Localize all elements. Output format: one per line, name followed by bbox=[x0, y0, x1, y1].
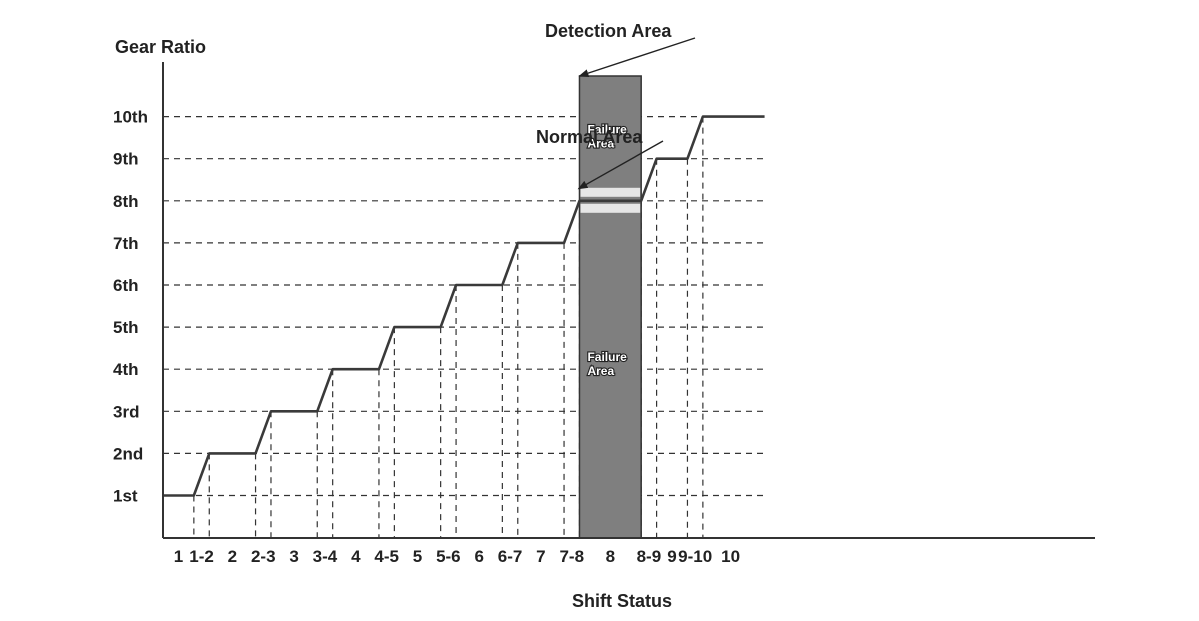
x-tick-3-4: 3-4 bbox=[313, 547, 338, 566]
normal-area-band-lower bbox=[580, 203, 641, 213]
x-tick-9-10: 9-10 bbox=[678, 547, 712, 566]
failure-area-label-word: Failure bbox=[587, 350, 627, 364]
x-tick-10: 10 bbox=[721, 547, 740, 566]
y-tick-9th: 9th bbox=[113, 150, 139, 169]
x-tick-2-3: 2-3 bbox=[251, 547, 276, 566]
normal-area-annotation: Normal Area bbox=[536, 127, 643, 147]
x-tick-6-7: 6-7 bbox=[498, 547, 523, 566]
x-tick-8-9: 8-9 bbox=[637, 547, 662, 566]
y-axis-label: Gear Ratio bbox=[115, 37, 206, 57]
normal-area-arrow bbox=[577, 140, 664, 190]
x-tick-4: 4 bbox=[351, 547, 361, 566]
failure-area-label-2: Failure Area bbox=[587, 350, 627, 378]
x-tick-4-5: 4-5 bbox=[374, 547, 399, 566]
detection-area-rect bbox=[578, 75, 642, 539]
normal-area-band-upper bbox=[580, 187, 641, 197]
failure-area-label-word: Area bbox=[587, 364, 614, 378]
gear-ratio-line bbox=[163, 115, 765, 497]
y-tick-2nd: 2nd bbox=[113, 444, 143, 463]
x-tick-7: 7 bbox=[536, 547, 545, 566]
failure-area-label-1: Failure Area bbox=[587, 122, 627, 150]
horizontal-gridlines bbox=[163, 115, 765, 497]
x-tick-9: 9 bbox=[667, 547, 676, 566]
y-tick-8th: 8th bbox=[113, 192, 139, 211]
x-axis-label: Shift Status bbox=[572, 591, 672, 611]
y-tick-5th: 5th bbox=[113, 318, 139, 337]
x-tick-labels: 1 1-2 2 2-3 3 3-4 4 4-5 5 5-6 6 6-7 7 7-8 8 8-9 9 9-10 10 bbox=[174, 547, 740, 566]
x-tick-6: 6 bbox=[474, 547, 483, 566]
failure-area-label-word: Area bbox=[587, 136, 614, 150]
x-tick-5: 5 bbox=[413, 547, 422, 566]
gear-ratio-series bbox=[163, 115, 765, 497]
x-tick-2: 2 bbox=[228, 547, 237, 566]
y-tick-4th: 4th bbox=[113, 360, 139, 379]
y-tick-10th: 10th bbox=[113, 108, 148, 127]
y-tick-7th: 7th bbox=[113, 234, 139, 253]
x-tick-7-8: 7-8 bbox=[559, 547, 584, 566]
x-tick-1-2: 1-2 bbox=[189, 547, 214, 566]
y-tick-1st: 1st bbox=[113, 487, 138, 506]
x-tick-5-6: 5-6 bbox=[436, 547, 461, 566]
x-tick-8: 8 bbox=[606, 547, 615, 566]
y-tick-3rd: 3rd bbox=[113, 402, 139, 421]
x-tick-1: 1 bbox=[174, 547, 183, 566]
y-tick-labels: 1st 2nd 3rd 4th 5th 6th 7th 8th 9th 10th bbox=[113, 108, 148, 506]
axes bbox=[162, 62, 1095, 539]
failure-area-label-word: Failure bbox=[587, 122, 627, 136]
detection-area-arrow bbox=[578, 37, 696, 77]
detection-area-annotation: Detection Area bbox=[545, 21, 672, 41]
annotations: Detection Area Normal Area bbox=[536, 21, 696, 190]
x-tick-3: 3 bbox=[289, 547, 298, 566]
y-tick-6th: 6th bbox=[113, 276, 139, 295]
